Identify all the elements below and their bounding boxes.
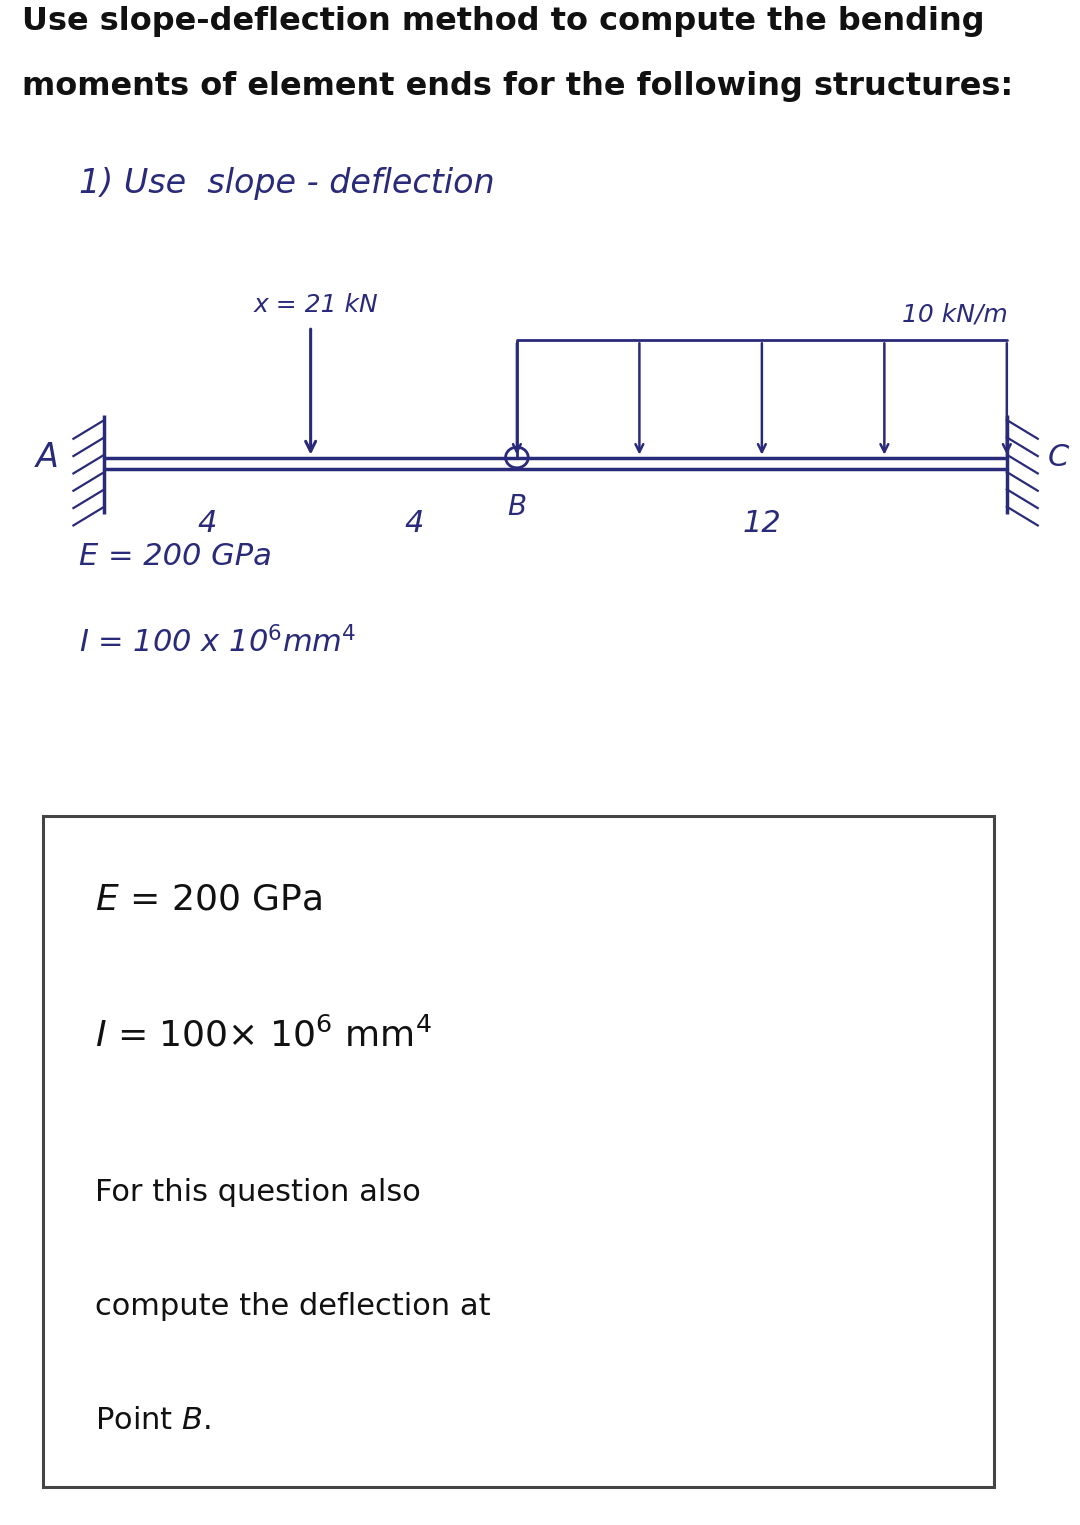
Text: $E$ = 200 GPa: $E$ = 200 GPa bbox=[95, 883, 323, 917]
Text: $I$ = 100× 10$^{6}$ mm$^{4}$: $I$ = 100× 10$^{6}$ mm$^{4}$ bbox=[95, 1017, 432, 1054]
Text: For this question also: For this question also bbox=[95, 1179, 421, 1208]
Text: Point $B$.: Point $B$. bbox=[95, 1406, 212, 1435]
Text: 4: 4 bbox=[198, 508, 217, 538]
Text: 10 kN/m: 10 kN/m bbox=[903, 302, 1008, 326]
Text: x = 21 kN: x = 21 kN bbox=[254, 293, 378, 317]
Text: 4: 4 bbox=[404, 508, 423, 538]
Text: I = 100 x 10$^6$mm$^4$: I = 100 x 10$^6$mm$^4$ bbox=[79, 627, 356, 659]
FancyBboxPatch shape bbox=[43, 816, 994, 1487]
Text: 1) Use  slope - deflection: 1) Use slope - deflection bbox=[79, 168, 495, 200]
Text: 12: 12 bbox=[742, 508, 781, 538]
Text: C: C bbox=[1048, 442, 1069, 473]
Text: A: A bbox=[37, 441, 59, 474]
Text: B: B bbox=[508, 493, 526, 520]
Text: Use slope-deflection method to compute the bending: Use slope-deflection method to compute t… bbox=[22, 6, 984, 38]
Text: moments of element ends for the following structures:: moments of element ends for the followin… bbox=[22, 72, 1013, 102]
Text: E = 200 GPa: E = 200 GPa bbox=[79, 541, 271, 570]
Text: compute the deflection at: compute the deflection at bbox=[95, 1292, 491, 1321]
